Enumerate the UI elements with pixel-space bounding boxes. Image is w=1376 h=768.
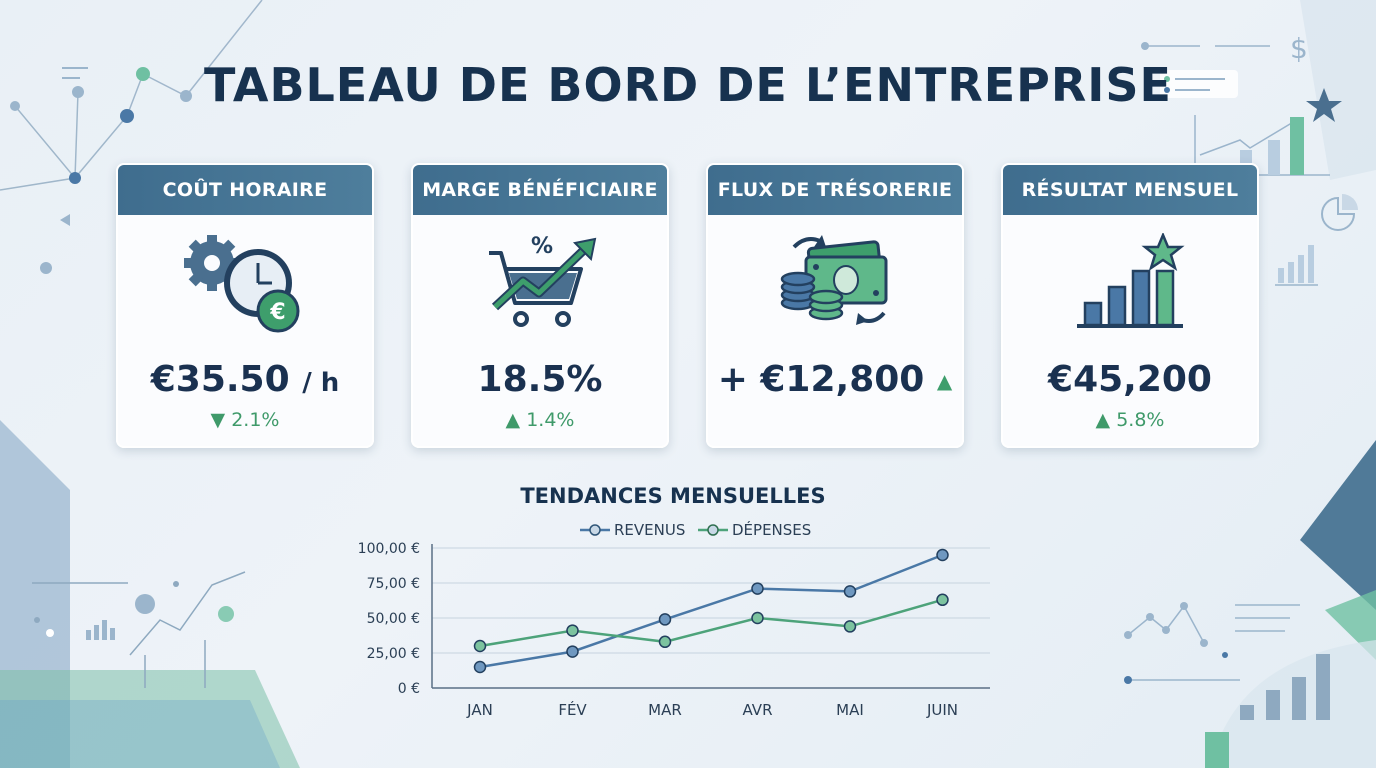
- data-point: [936, 593, 949, 607]
- legend-marker: [707, 524, 719, 536]
- trend-up-icon: ▲: [936, 369, 953, 393]
- data-point: [751, 582, 764, 595]
- chart-title: TENDANCES MENSUELLES: [520, 484, 826, 508]
- legend-marker: [589, 524, 601, 536]
- data-point: [843, 620, 857, 633]
- card-change: ▲ 1.4%: [505, 409, 575, 431]
- kpi-card-hourly-cost: COÛT HORAIRE € €35.50 / h ▼ 2.1%: [116, 163, 374, 448]
- data-point: [566, 645, 579, 658]
- page-title: TABLEAU DE BORD DE L’ENTREPRISE: [204, 58, 1172, 112]
- data-point: [658, 613, 672, 626]
- y-tick-label: 100,00 €: [358, 541, 420, 557]
- data-point: [473, 660, 487, 674]
- kpi-card-profit-margin: MARGE BÉNÉFICIAIRE % 18.5% ▲ 1.4%: [411, 163, 669, 448]
- x-tick-label: MAR: [648, 701, 682, 719]
- series-line: [479, 553, 943, 669]
- x-tick-label: JUIN: [926, 701, 958, 719]
- y-tick-label: 25,00 €: [367, 646, 420, 662]
- card-value: 18.5%: [477, 359, 603, 400]
- monthly-trends-chart: 100,00 € 75,00 € 50,00 € 25,00 € 0 € JAN FÉV MA…: [358, 520, 990, 719]
- svg-text:%: %: [531, 234, 553, 259]
- data-point: [566, 624, 579, 637]
- legend-label: REVENUS: [614, 521, 685, 539]
- data-point: [751, 611, 764, 625]
- kpi-card-monthly-result: RÉSULTAT MENSUEL €45,200 ▲ 5.8%: [1001, 163, 1259, 448]
- data-point: [843, 585, 857, 598]
- card-title: COÛT HORAIRE: [118, 165, 372, 215]
- data-point: [473, 639, 487, 653]
- y-tick-label: 75,00 €: [367, 576, 420, 592]
- series-line: [479, 598, 943, 648]
- y-tick-label: 0 €: [398, 681, 420, 697]
- data-point: [936, 548, 949, 562]
- card-title: FLUX DE TRÉSORERIE: [708, 165, 962, 215]
- y-tick-label: 50,00 €: [367, 611, 420, 627]
- data-point: [658, 635, 672, 649]
- x-tick-label: AVR: [743, 701, 773, 719]
- bar-chart-star-icon: [1077, 233, 1185, 328]
- card-title: RÉSULTAT MENSUEL: [1003, 165, 1257, 215]
- x-tick-label: JAN: [466, 701, 493, 719]
- legend-label: DÉPENSES: [732, 520, 811, 539]
- card-value: + €12,800 ▲: [717, 359, 953, 400]
- card-change: ▼ 2.1%: [210, 409, 280, 431]
- kpi-card-cash-flow: FLUX DE TRÉSORERIE + €12,800 ▲: [706, 163, 964, 448]
- card-value: €35.50 / h: [150, 359, 340, 400]
- card-change: ▲ 5.8%: [1095, 409, 1165, 431]
- card-value: €45,200: [1048, 359, 1212, 400]
- card-title: MARGE BÉNÉFICIAIRE: [413, 165, 667, 215]
- svg-text:€: €: [269, 300, 285, 325]
- x-tick-label: MAI: [836, 701, 864, 719]
- x-tick-label: FÉV: [558, 700, 587, 719]
- clock-gear-euro-icon: €: [184, 235, 300, 333]
- cash-coins-icon: [780, 235, 888, 325]
- svg-text:$: $: [1290, 32, 1308, 65]
- cart-percent-growth-icon: %: [489, 234, 597, 327]
